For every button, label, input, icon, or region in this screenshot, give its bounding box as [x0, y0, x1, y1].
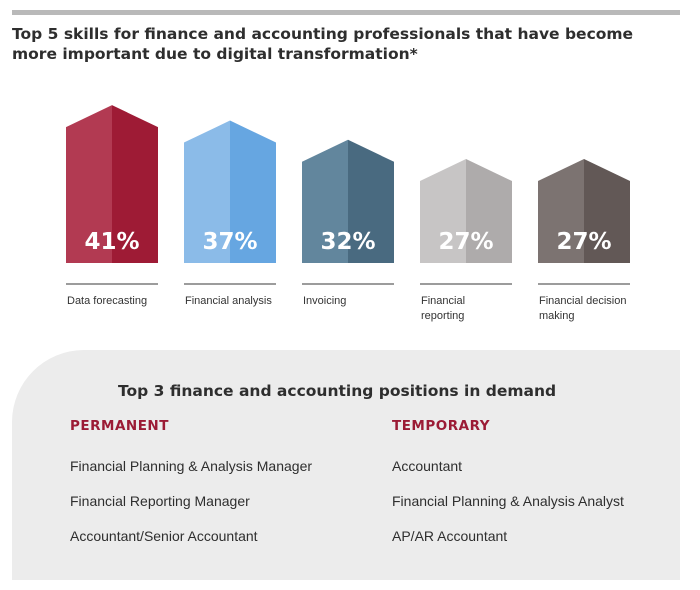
- bar-value-label: 27%: [556, 229, 611, 255]
- bar-value-label: 37%: [202, 229, 257, 255]
- temporary-heading: TEMPORARY: [392, 418, 491, 434]
- positions-title: Top 3 finance and accounting positions i…: [118, 382, 557, 400]
- top-divider: [12, 10, 680, 15]
- skills-house-chart: 41% Data forecasting 37% Financial analysis…: [66, 105, 630, 322]
- bar-value-label: 41%: [84, 229, 139, 255]
- bar-left-face: [184, 120, 230, 263]
- bar-value-label: 27%: [438, 229, 493, 255]
- permanent-heading: PERMANENT: [70, 418, 169, 434]
- bar-right-face: [112, 105, 158, 264]
- temporary-item: AP/AR Accountant: [392, 528, 508, 544]
- bar-right-face: [348, 139, 394, 263]
- permanent-item: Financial Reporting Manager: [70, 493, 250, 509]
- bar-left-face: [538, 159, 584, 263]
- permanent-item: Accountant/Senior Accountant: [70, 528, 258, 544]
- category-label: Financial analysis: [185, 295, 272, 307]
- permanent-list: Financial Planning & Analysis Manager Fi…: [70, 452, 312, 557]
- positions-panel: [12, 350, 680, 580]
- permanent-item: Financial Planning & Analysis Manager: [70, 458, 313, 474]
- category-label: Financial reporting: [421, 295, 465, 322]
- category-label: Invoicing: [303, 295, 346, 307]
- temporary-item: Financial Planning & Analysis Analyst: [392, 493, 624, 509]
- temporary-item: Accountant: [392, 458, 463, 474]
- category-label: Financial decision making: [539, 295, 626, 322]
- category-label: Data forecasting: [67, 295, 147, 307]
- bar-right-face: [584, 159, 630, 263]
- bar-right-face: [466, 159, 512, 263]
- bar-left-face: [302, 139, 348, 263]
- bar-value-label: 32%: [320, 229, 375, 255]
- bar-right-face: [230, 120, 276, 263]
- bar-left-face: [66, 105, 112, 264]
- temporary-list: Accountant Financial Planning & Analysis…: [392, 452, 624, 557]
- bar-left-face: [420, 159, 466, 263]
- chart-title: Top 5 skills for finance and accounting …: [12, 25, 634, 63]
